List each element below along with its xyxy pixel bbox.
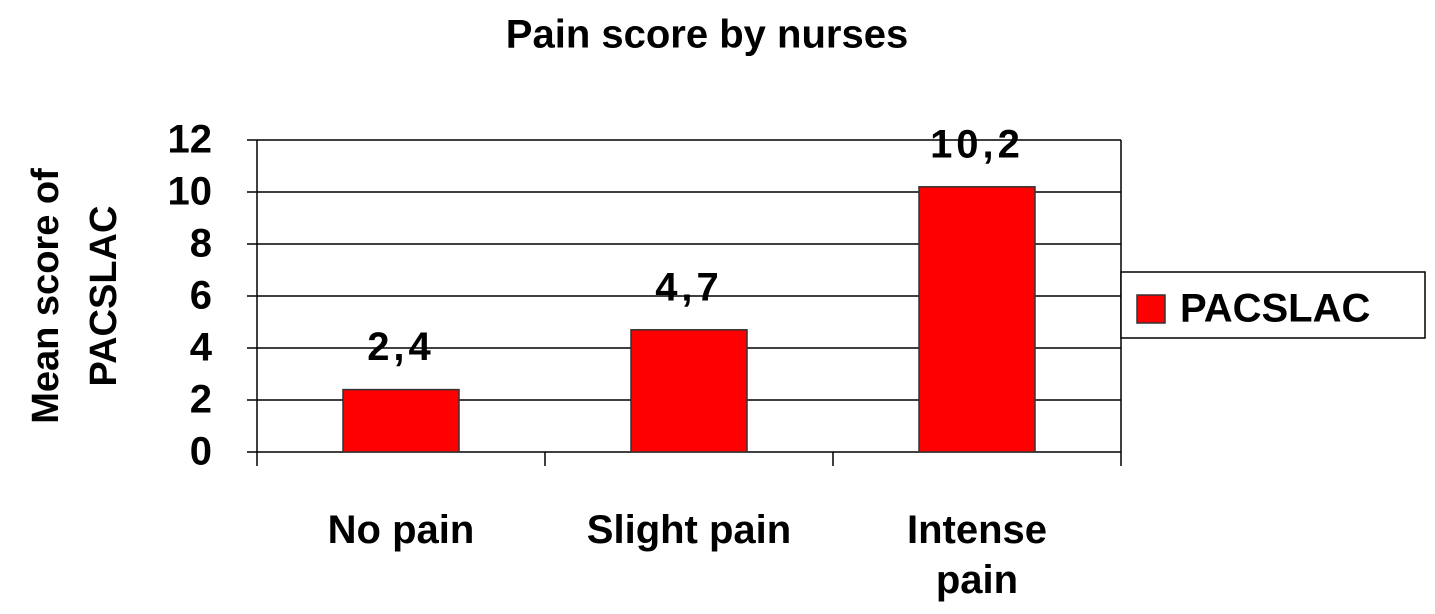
x-tick-label: Intense pain [906,508,1048,602]
data-label: 4,7 [655,265,723,309]
y-tick-label: 2 [190,378,212,422]
legend-box [1120,271,1426,339]
y-tick-label: 4 [190,326,213,370]
x-tick-label: Slight pain [586,508,792,552]
chart-title: Pain score by nurses [506,13,908,57]
y-axis-label: Mean score of PACSLAC [25,168,125,424]
x-tick-label: No pain [327,508,475,552]
bar [630,329,748,453]
y-tick-label: 12 [168,118,213,162]
data-label: 2,4 [367,325,435,369]
legend-label: PACSLAC [1180,287,1370,331]
bar [342,388,460,453]
y-tick-label: 0 [190,430,212,474]
bar [918,186,1036,453]
legend-swatch [1136,294,1166,324]
y-tick-label: 8 [190,222,212,266]
y-tick-label: 10 [168,170,213,214]
data-label: 10,2 [930,122,1024,166]
y-tick-label: 6 [190,274,212,318]
